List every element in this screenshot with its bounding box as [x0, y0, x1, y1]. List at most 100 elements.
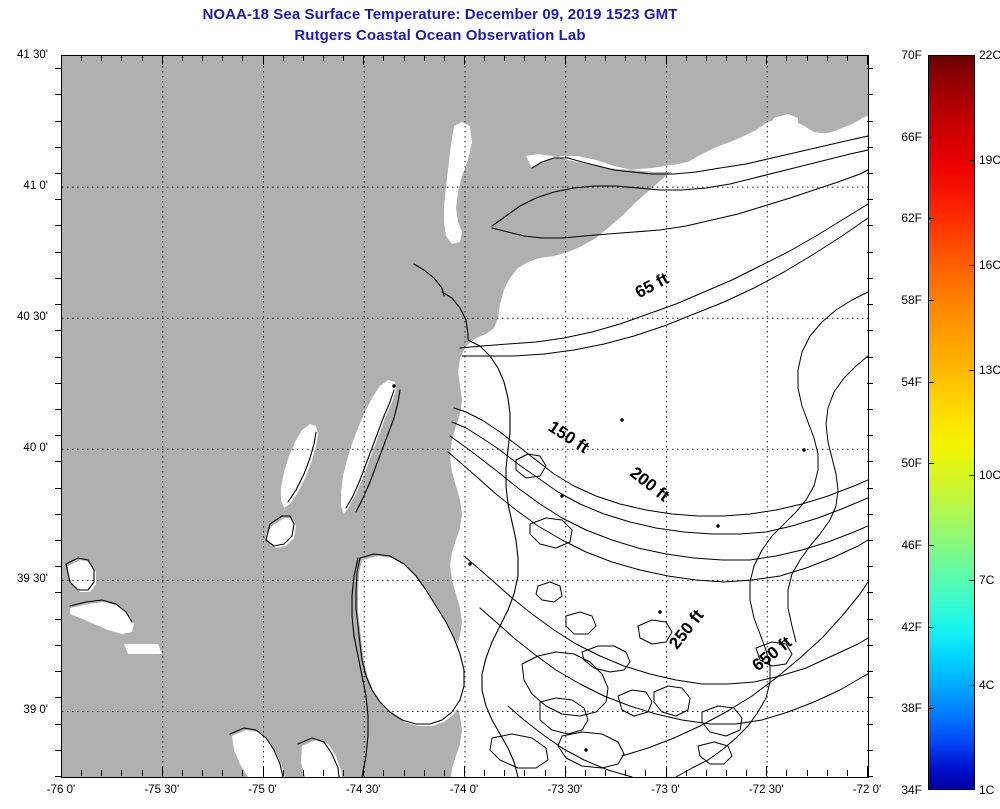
- x-tick-top: [81, 55, 83, 61]
- x-tick-top: [766, 55, 768, 65]
- x-tick-top: [121, 55, 123, 61]
- x-minor-tick: [786, 770, 788, 776]
- y-tick-right: [867, 277, 873, 279]
- x-tick-top: [746, 55, 748, 61]
- x-minor-tick: [343, 770, 345, 776]
- x-axis-label: -74 0': [449, 784, 479, 796]
- y-minor-tick: [55, 68, 61, 70]
- y-axis-label: 41 30': [17, 49, 48, 61]
- x-major-tick: [161, 766, 163, 776]
- colorbar-label-fahrenheit: 38F: [901, 701, 922, 716]
- x-minor-tick: [242, 770, 244, 776]
- colorbar-label-celsius: 7C: [979, 573, 995, 587]
- x-tick-top: [846, 55, 848, 61]
- y-minor-tick: [55, 776, 61, 777]
- y-tick-right: [867, 408, 873, 410]
- y-axis-label: 40 0': [23, 442, 48, 455]
- x-minor-tick: [81, 770, 83, 776]
- y-minor-tick: [55, 382, 61, 384]
- colorbar-label-celsius: 19C: [979, 153, 1000, 167]
- x-minor-tick: [484, 770, 486, 776]
- x-tick-top: [343, 55, 345, 61]
- colorbar-gradient: [929, 56, 974, 789]
- x-minor-tick: [423, 770, 425, 776]
- y-tick-right: [867, 671, 873, 673]
- x-tick-top: [705, 55, 707, 61]
- y-tick-right: [867, 304, 873, 306]
- chart-title: NOAA-18 Sea Surface Temperature: Decembe…: [0, 4, 880, 46]
- y-tick-right: [867, 172, 873, 174]
- x-minor-tick: [202, 770, 204, 776]
- colorbar-label-celsius: 16C: [979, 258, 1000, 272]
- y-minor-tick: [55, 120, 61, 122]
- x-major-tick: [766, 766, 768, 776]
- colorbar[interactable]: [928, 55, 975, 790]
- colorbar-tick-f: [928, 218, 934, 220]
- y-minor-tick: [55, 330, 61, 332]
- y-tick-right: [867, 330, 873, 332]
- y-minor-tick: [55, 146, 61, 148]
- y-minor-tick: [55, 644, 61, 646]
- x-axis-label: -73 0': [651, 784, 680, 796]
- x-tick-top: [826, 55, 828, 61]
- x-minor-tick: [403, 770, 405, 776]
- y-minor-tick: [55, 566, 61, 568]
- x-minor-tick: [826, 770, 828, 776]
- colorbar-label-fahrenheit: 46F: [901, 538, 922, 552]
- x-tick-top: [625, 55, 627, 61]
- colorbar-tick-f: [928, 708, 934, 710]
- y-minor-tick: [55, 94, 61, 96]
- x-minor-tick: [746, 770, 748, 776]
- colorbar-tick-c: [969, 265, 975, 266]
- x-tick-top: [322, 55, 324, 61]
- x-minor-tick: [101, 770, 103, 776]
- colorbar-label-celsius: 1C: [979, 783, 995, 797]
- x-minor-tick: [443, 770, 445, 776]
- colorbar-tick-f: [928, 626, 934, 628]
- x-tick-top: [141, 55, 143, 61]
- x-major-tick: [262, 766, 264, 776]
- x-tick-top: [584, 55, 586, 61]
- colorbar-tick-c: [969, 580, 975, 581]
- x-tick-top: [725, 55, 727, 61]
- x-tick-top: [685, 55, 687, 61]
- y-tick-right: [867, 435, 873, 437]
- y-tick-right: [867, 68, 873, 70]
- colorbar-tick-c: [969, 685, 975, 686]
- x-tick-top: [181, 55, 183, 61]
- x-tick-top: [524, 55, 526, 61]
- x-minor-tick: [302, 770, 304, 776]
- x-tick-top: [61, 55, 62, 65]
- map-plot-area[interactable]: 65 ft 150 ft 200 ft 250 ft 650 ft: [61, 55, 869, 778]
- y-minor-tick: [55, 304, 61, 306]
- y-tick-right: [867, 146, 873, 148]
- colorbar-label-celsius: 10C: [979, 468, 1000, 482]
- y-minor-tick: [55, 697, 61, 699]
- y-minor-tick: [55, 540, 61, 542]
- y-tick-right: [867, 723, 873, 725]
- x-minor-tick: [625, 770, 627, 776]
- x-axis-label: -75 0': [248, 784, 277, 796]
- y-tick-right: [867, 199, 873, 201]
- x-tick-top: [222, 55, 224, 61]
- x-tick-top: [464, 55, 465, 65]
- title-line-1: NOAA-18 Sea Surface Temperature: Decembe…: [202, 6, 678, 23]
- y-tick-right: [867, 94, 873, 96]
- y-minor-tick: [55, 671, 61, 673]
- y-minor-tick: [55, 408, 61, 410]
- y-tick-right: [867, 513, 873, 515]
- y-axis-label: 39 0': [23, 704, 48, 717]
- x-axis-label: -72 30': [748, 784, 784, 796]
- x-tick-top: [383, 55, 385, 61]
- x-minor-tick: [504, 770, 506, 776]
- y-minor-tick: [55, 199, 61, 201]
- y-axis-label: 41 0': [23, 180, 48, 193]
- x-tick-top: [282, 55, 284, 61]
- y-minor-tick: [55, 435, 61, 437]
- y-minor-tick: [55, 513, 61, 515]
- y-tick-right: [867, 618, 873, 620]
- x-tick-top: [645, 55, 647, 61]
- x-tick-top: [423, 55, 425, 61]
- y-minor-tick: [55, 277, 61, 279]
- x-minor-tick: [121, 770, 123, 776]
